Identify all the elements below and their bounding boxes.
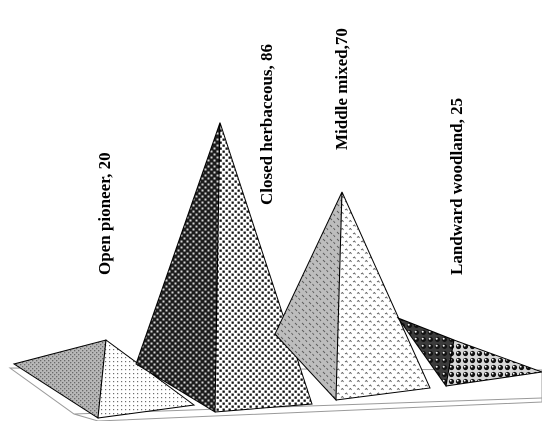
pyramid-right-face [445, 339, 542, 387]
pyramids-layer [12, 122, 542, 419]
data-label: Open pioneer, 20 [95, 152, 114, 275]
pyramid-left-face [135, 122, 221, 413]
floor-front-edge [73, 397, 542, 415]
data-label: Middle mixed,70 [332, 28, 351, 150]
pyramid-right-face [335, 191, 431, 401]
data-labels-layer: Open pioneer, 20 Closed herbaceous, 86 Mid… [95, 28, 466, 275]
pyramid-middle-mixed [274, 191, 431, 402]
data-label: Landward woodland, 25 [447, 98, 466, 275]
pyramid-landward-woodland [396, 316, 542, 388]
pyramid-open-pioneer [12, 339, 196, 419]
pyramid-closed-herbaceous [135, 122, 313, 413]
data-label: Closed herbaceous, 86 [257, 44, 276, 205]
